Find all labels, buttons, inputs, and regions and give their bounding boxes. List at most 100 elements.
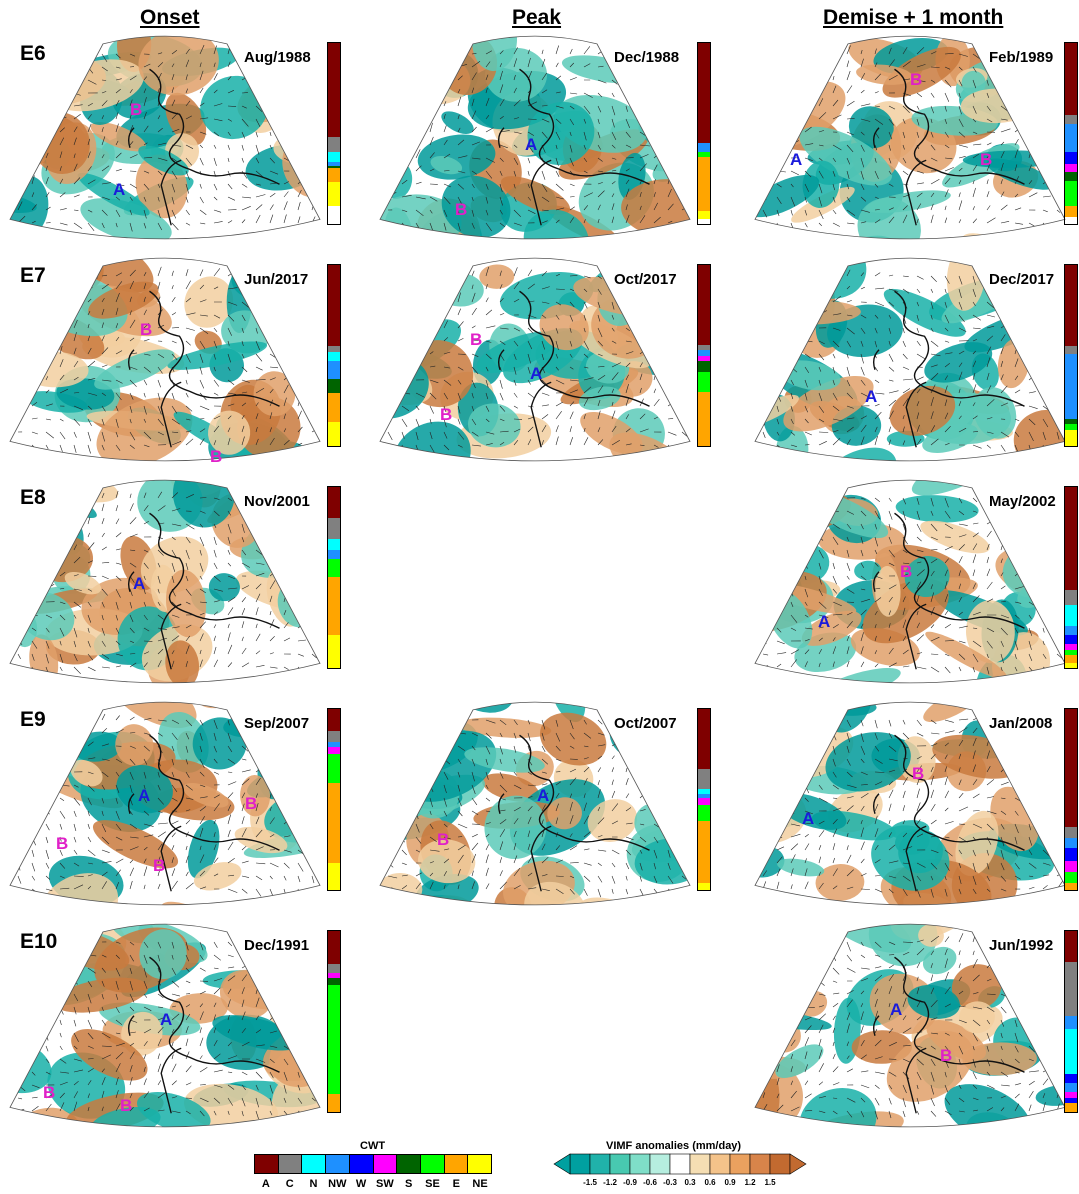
panel-date: Jun/2017 xyxy=(244,271,309,288)
cyclone-marker: B xyxy=(437,830,450,849)
cwt-bar-segment-e xyxy=(328,783,340,863)
panel-date: Aug/1988 xyxy=(244,49,311,66)
row-label-e9: E9 xyxy=(20,708,46,731)
panel-date: Jan/2008 xyxy=(989,715,1053,732)
cwt-bar-segment-a xyxy=(1065,931,1077,962)
cwt-frequency-bar xyxy=(327,486,341,669)
cwt-bar-segment-e xyxy=(698,391,710,447)
cwt-bar-segment-n xyxy=(1065,1028,1077,1074)
cwt-bar-segment-sw xyxy=(698,355,710,361)
cwt-bar-segment-se xyxy=(1065,649,1077,656)
anticyclone-marker: A xyxy=(790,150,803,169)
cwt-bar-segment-e xyxy=(1065,1102,1077,1112)
map-panel-e6-peak xyxy=(379,35,691,240)
cwt-frequency-bar xyxy=(697,42,711,225)
cwt-frequency-bar xyxy=(327,708,341,891)
vimf-legend-swatch xyxy=(589,1153,611,1175)
vimf-legend-title: VIMF anomalies (mm/day) xyxy=(606,1140,742,1152)
cwt-bar-segment-e xyxy=(1065,205,1077,217)
map-panel-e6-onset xyxy=(9,35,321,240)
anticyclone-marker: A xyxy=(138,786,151,805)
vimf-legend-tick-label: -0.3 xyxy=(663,1178,677,1187)
cwt-bar-segment-sw xyxy=(698,797,710,805)
cwt-bar-segment-c xyxy=(328,517,340,540)
vimf-legend-swatch xyxy=(669,1153,691,1175)
anticyclone-marker: A xyxy=(818,612,831,631)
panel-date: May/2002 xyxy=(989,493,1056,510)
cwt-bar-segment-n xyxy=(328,351,340,361)
column-header-onset: Onset xyxy=(140,6,200,29)
cwt-bar-segment-s xyxy=(1065,418,1077,425)
cwt-bar-segment-a xyxy=(328,265,340,347)
cwt-legend-swatch-a xyxy=(255,1155,279,1173)
cwt-legend-label: NE xyxy=(472,1178,488,1190)
cyclone-marker: B xyxy=(153,856,166,875)
map-panel-e10-demise xyxy=(754,923,1066,1128)
cwt-legend-labels: A C N NW W SW S SE E NE xyxy=(254,1178,492,1190)
cwt-bar-segment-w xyxy=(1065,1097,1077,1103)
cwt-bar-segment-nw xyxy=(698,794,710,798)
cwt-bar-segment-n xyxy=(698,788,710,795)
cwt-bar-segment-a xyxy=(1065,265,1077,347)
cwt-bar-segment-e xyxy=(328,577,340,636)
vimf-legend-swatch xyxy=(569,1153,591,1175)
cwt-bar-segment-a xyxy=(1065,43,1077,116)
cwt-bar-segment-c xyxy=(698,768,710,789)
vimf-legend-tick-label: -1.2 xyxy=(603,1178,617,1187)
cwt-bar-segment-ne xyxy=(328,862,340,890)
cwt-legend-swatch-nw xyxy=(326,1155,350,1173)
cwt-legend-label: SE xyxy=(425,1178,440,1190)
cwt-bar-segment-a xyxy=(328,487,340,518)
cwt-legend-colorbar xyxy=(254,1154,492,1174)
vimf-legend-low-extension xyxy=(553,1153,571,1175)
cwt-bar-segment-c xyxy=(328,730,340,742)
cyclone-marker: B xyxy=(130,100,143,119)
cwt-legend-label: N xyxy=(309,1178,318,1190)
cwt-legend-swatch-w xyxy=(349,1155,374,1173)
cwt-bar-segment-sw xyxy=(1065,644,1077,650)
cwt-legend-label: SW xyxy=(376,1178,394,1190)
map-panel-e9-demise xyxy=(754,701,1066,906)
cwt-legend-label: C xyxy=(285,1178,294,1190)
panel-date: Sep/2007 xyxy=(244,715,310,732)
cwt-bar-segment-a xyxy=(698,43,710,143)
panel-date: Jun/1992 xyxy=(989,937,1054,954)
cwt-bar-segment-n xyxy=(1065,604,1077,627)
cwt-legend-label: S xyxy=(405,1178,413,1190)
cyclone-marker: B xyxy=(912,764,925,783)
cwt-bar-segment-se xyxy=(328,985,340,1094)
cwt-bar-segment-nw xyxy=(698,142,710,152)
map-panel-e9-onset xyxy=(9,701,321,906)
map-panel-e7-onset xyxy=(9,257,321,462)
cwt-bar-segment-a xyxy=(698,265,710,345)
cwt-frequency-bar xyxy=(327,42,341,225)
panel-date: Nov/2001 xyxy=(244,493,310,510)
cwt-bar-segment-a xyxy=(328,931,340,964)
map-panel-e9-peak xyxy=(379,701,691,906)
vimf-legend-tick-label: 0.3 xyxy=(684,1178,696,1187)
vimf-legend-swatch xyxy=(709,1153,731,1175)
cyclone-marker: B xyxy=(210,447,223,466)
cwt-bar-segment-w xyxy=(1065,151,1077,165)
cyclone-marker: B xyxy=(43,1083,56,1102)
row-label-e7: E7 xyxy=(20,264,46,287)
cyclone-marker: B xyxy=(245,794,258,813)
cwt-bar-segment-c xyxy=(328,137,340,152)
cwt-bar-segment-se xyxy=(328,559,340,578)
cwt-bar-segment-e xyxy=(1065,655,1077,663)
vimf-legend-swatch xyxy=(609,1153,631,1175)
panel-date: Oct/2007 xyxy=(614,715,677,732)
cwt-bar-segment-a xyxy=(1065,709,1077,827)
map-panel-e7-peak xyxy=(379,257,691,462)
map-panel-e8-demise xyxy=(754,479,1066,684)
cyclone-marker: B xyxy=(440,405,453,424)
cwt-bar-segment-e xyxy=(328,393,340,423)
cwt-bar-segment-sw xyxy=(1065,861,1077,872)
cwt-bar-segment-se xyxy=(698,151,710,158)
map-panel-e8-onset xyxy=(9,479,321,684)
cwt-bar-segment-se xyxy=(1065,180,1077,206)
panel-date: Oct/2017 xyxy=(614,271,677,288)
vimf-legend-labels: -1.5 -1.2 -0.9 -0.6 -0.3 0.3 0.6 0.9 1.2 1.5 xyxy=(555,1178,805,1192)
anticyclone-marker: A xyxy=(537,786,550,805)
cyclone-marker: B xyxy=(455,200,468,219)
